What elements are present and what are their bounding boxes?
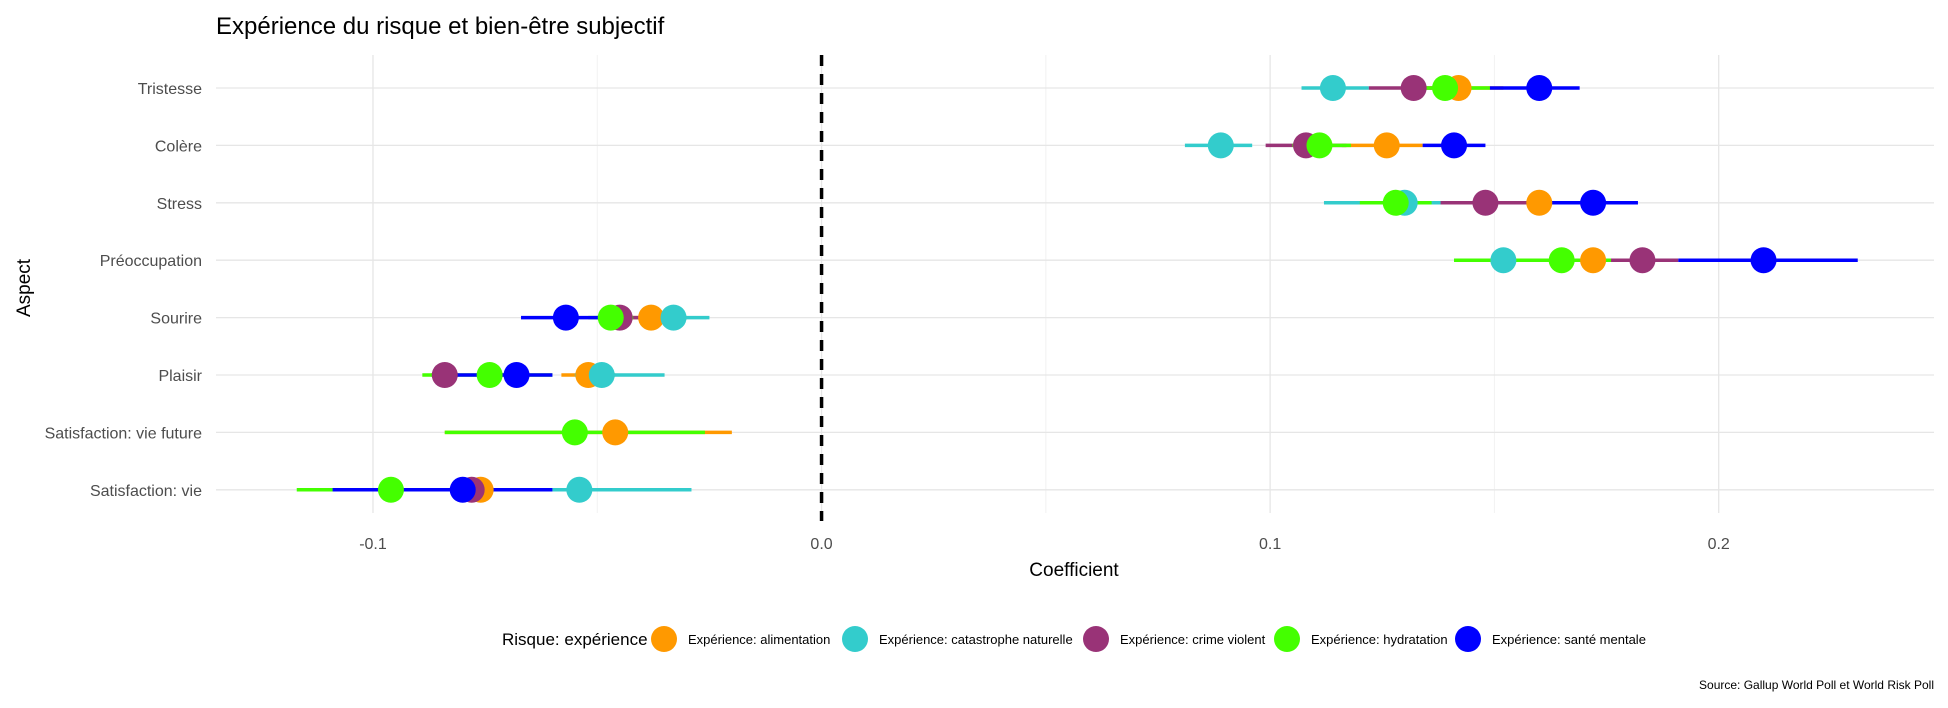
legend-label: Expérience: catastrophe naturelle <box>879 632 1073 647</box>
data-point <box>1382 189 1409 216</box>
data-point <box>431 362 458 388</box>
x-tick-label: -0.1 <box>359 536 387 553</box>
data-point <box>561 419 588 446</box>
data-point <box>1490 247 1517 274</box>
y-tick-label: Stress <box>157 196 202 213</box>
x-axis-title: Coefficient <box>1029 560 1119 581</box>
data-point <box>1432 75 1459 101</box>
x-tick-label: 0.0 <box>810 536 832 553</box>
x-tick-label: 0.2 <box>1708 536 1730 553</box>
data-point <box>1526 75 1553 101</box>
legend-key <box>1274 626 1300 652</box>
legend-label: Expérience: hydratation <box>1311 632 1448 647</box>
data-point <box>1319 75 1346 101</box>
data-point <box>476 362 503 388</box>
caption: Source: Gallup World Poll et World Risk … <box>1699 678 1934 692</box>
y-tick-label: Plaisir <box>158 368 202 385</box>
data-point <box>1373 132 1400 159</box>
data-point <box>1750 247 1777 274</box>
y-tick-label: Sourire <box>150 311 202 328</box>
data-point <box>1580 189 1607 216</box>
plot-area: Tristesse Colère Stress Préoccupation Sourir… <box>45 55 1934 553</box>
data-point <box>588 362 615 388</box>
legend-title: Risque: expérience <box>502 630 648 649</box>
data-point <box>503 362 530 388</box>
y-tick-label: Tristesse <box>138 81 202 98</box>
data-point <box>597 304 624 331</box>
data-point <box>377 476 404 503</box>
data-point <box>602 419 629 446</box>
legend-label: Expérience: crime violent <box>1120 632 1266 647</box>
y-axis-title: Aspect <box>14 258 35 317</box>
data-point <box>1207 132 1234 159</box>
legend-key <box>842 626 868 652</box>
legend-label: Expérience: santé mentale <box>1492 632 1646 647</box>
data-point <box>1629 247 1656 274</box>
data-point <box>1580 247 1607 274</box>
y-tick-label: Préoccupation <box>100 253 202 270</box>
data-point <box>1306 132 1333 159</box>
data-point <box>1526 189 1553 216</box>
legend-key <box>651 626 677 652</box>
data-point <box>1472 189 1499 216</box>
y-tick-label: Colère <box>155 138 202 155</box>
legend-key <box>1083 626 1109 652</box>
data-point <box>638 304 665 331</box>
data-point <box>1441 132 1468 159</box>
data-point <box>566 476 593 503</box>
data-point <box>449 476 476 503</box>
y-tick-label: Satisfaction: vie <box>90 483 202 500</box>
legend-label: Expérience: alimentation <box>688 632 830 647</box>
x-tick-label: 0.1 <box>1259 536 1281 553</box>
data-point <box>660 304 687 331</box>
data-point <box>552 304 579 331</box>
y-tick-label: Satisfaction: vie future <box>45 425 203 442</box>
data-point <box>1400 75 1427 101</box>
legend: Expérience: alimentation Expérience: cata… <box>651 626 1646 652</box>
data-point <box>1548 247 1575 274</box>
chart-title: Expérience du risque et bien-être subjec… <box>216 13 665 40</box>
legend-key <box>1455 626 1481 652</box>
